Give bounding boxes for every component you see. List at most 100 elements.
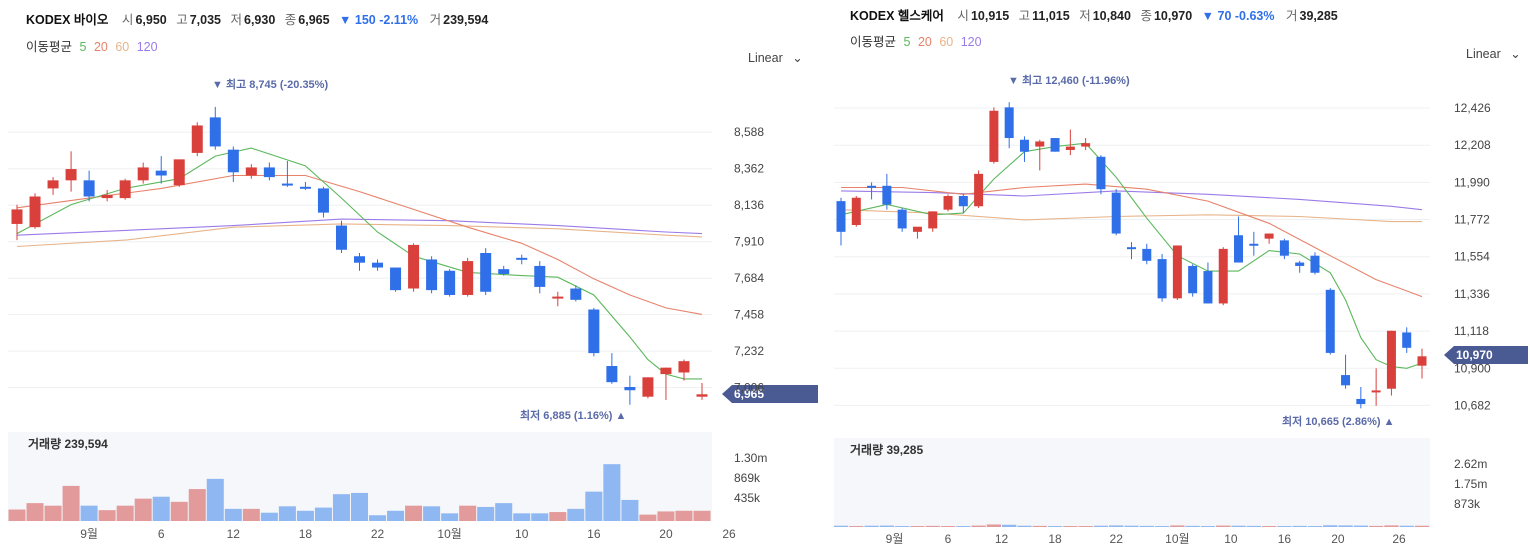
candle-body (1050, 138, 1060, 152)
candle-body (660, 367, 672, 375)
candle-body (1203, 271, 1213, 304)
volume-bar (1353, 525, 1368, 527)
ma-legend[interactable]: 이동평균 5 20 60 120 (850, 31, 982, 50)
y-tick-label: 7,458 (734, 308, 764, 322)
volume-bar (879, 525, 895, 527)
candle-body (624, 387, 636, 391)
ma-20-label: 20 (93, 40, 108, 54)
candle-body (354, 256, 365, 263)
volume-bar (26, 503, 44, 521)
volume-bar (1292, 525, 1307, 527)
open-label: 시 (957, 9, 969, 23)
ma-legend-title: 이동평균 (850, 35, 897, 49)
ma-20-label: 20 (917, 35, 932, 49)
volume-bar (332, 494, 350, 521)
volume-tick-label: 2.62m (1454, 457, 1487, 471)
volume-bar (1399, 525, 1414, 527)
candle-body (444, 270, 456, 295)
volume-bar (1124, 525, 1139, 527)
volume-bar (925, 525, 940, 527)
close-label: 종 (1140, 9, 1152, 23)
current-price-tag[interactable] (1444, 346, 1528, 364)
candle-body (335, 225, 347, 250)
scale-selector[interactable]: Linear ⌄ (1466, 46, 1521, 61)
volume-bar (1277, 526, 1292, 527)
candle-body (1111, 192, 1121, 234)
candle-body (696, 394, 708, 397)
candle-body (642, 377, 654, 397)
bio-candlestick-chart[interactable]: ▼ 최고 8,745 (-20.35%) 최저 6,885 (1.16%) ▲ … (0, 0, 820, 554)
y-tick-label: 8,136 (734, 198, 764, 212)
candle-body (958, 196, 968, 207)
current-price-tag[interactable] (722, 385, 818, 403)
y-tick-label: 7,006 (734, 381, 764, 395)
min-price-marker: 최저 10,665 (2.86%) ▲ (1282, 414, 1394, 428)
x-tick-label: 22 (1110, 532, 1124, 546)
scale-selector[interactable]: Linear ⌄ (748, 50, 803, 65)
volume-bar (1307, 526, 1323, 527)
volume-bar (206, 478, 224, 521)
candle-body (897, 209, 907, 229)
healthcare-candlestick-chart[interactable]: ▼ 최고 12,460 (-11.96%) 최저 10,665 (2.86%) … (820, 0, 1530, 554)
ma-5-label: 5 (79, 40, 87, 54)
candle-body (1402, 332, 1412, 348)
ma-120-line (840, 190, 1423, 211)
candle-body (173, 159, 185, 186)
open-value: 10,915 (970, 9, 1010, 23)
x-tick-label: 10월 (437, 527, 461, 541)
x-tick-label: 12 (995, 532, 1009, 546)
candle-body (1096, 156, 1106, 190)
candle-body (1127, 247, 1136, 250)
candle-body (137, 167, 149, 181)
volume-bar (910, 526, 925, 527)
volume-bar (1170, 525, 1185, 527)
candle-body (1081, 143, 1091, 147)
ma-60-label: 60 (115, 40, 130, 54)
ma-legend[interactable]: 이동평균 5 20 60 120 (26, 36, 158, 55)
volume-bar (116, 505, 134, 521)
volume-bar (134, 498, 152, 521)
candle-body (1019, 139, 1029, 152)
volume-bar (1338, 525, 1353, 527)
chevron-down-icon: ⌄ (792, 51, 803, 65)
candle-body (462, 261, 474, 295)
chart-panel-healthcare: KODEX 헬스케어 시 10,915 고 11,015 저 10,840 종 10,9… (820, 0, 1530, 554)
candle-body (534, 265, 546, 287)
ma-60-line (16, 223, 703, 248)
candle-body (317, 188, 329, 213)
x-tick-label: 18 (299, 527, 313, 541)
volume-bar (1231, 525, 1246, 527)
x-tick-label: 9월 (886, 532, 904, 546)
volume-bar (98, 510, 116, 521)
volume-bar (675, 510, 693, 521)
y-tick-label: 11,990 (1454, 175, 1490, 189)
volume-bar (513, 513, 531, 521)
candle-body (263, 167, 275, 178)
volume-bar (1384, 525, 1399, 527)
volume-bar (639, 514, 657, 521)
volume-bar (296, 510, 314, 521)
candle-body (281, 183, 293, 186)
volume-tick-label: 435k (734, 491, 761, 505)
volume-bar (833, 525, 849, 527)
volume-bar (224, 508, 242, 521)
change-value: ▼ 70 -0.63% (1201, 9, 1275, 23)
candle-body (516, 257, 528, 260)
ma-60-label: 60 (939, 35, 954, 49)
volume-bar (188, 489, 206, 521)
candle-body (245, 167, 257, 176)
volume-bar (278, 506, 296, 521)
y-tick-label: 11,554 (1454, 250, 1490, 264)
candle-body (480, 253, 492, 292)
candle-body (390, 267, 402, 291)
volume-tick-label: 1.75m (1454, 477, 1487, 491)
volume-bar (8, 509, 26, 521)
min-price-marker: 최저 6,885 (1.16%) ▲ (520, 408, 626, 422)
candle-body (29, 196, 41, 228)
ma-120-line (16, 218, 703, 236)
volume-bar (1063, 526, 1078, 527)
volume-bar (895, 526, 910, 527)
volume-panel-bg (834, 438, 1430, 527)
volume-tick-label: 1.30m (734, 451, 767, 465)
volume-bar (314, 507, 332, 521)
